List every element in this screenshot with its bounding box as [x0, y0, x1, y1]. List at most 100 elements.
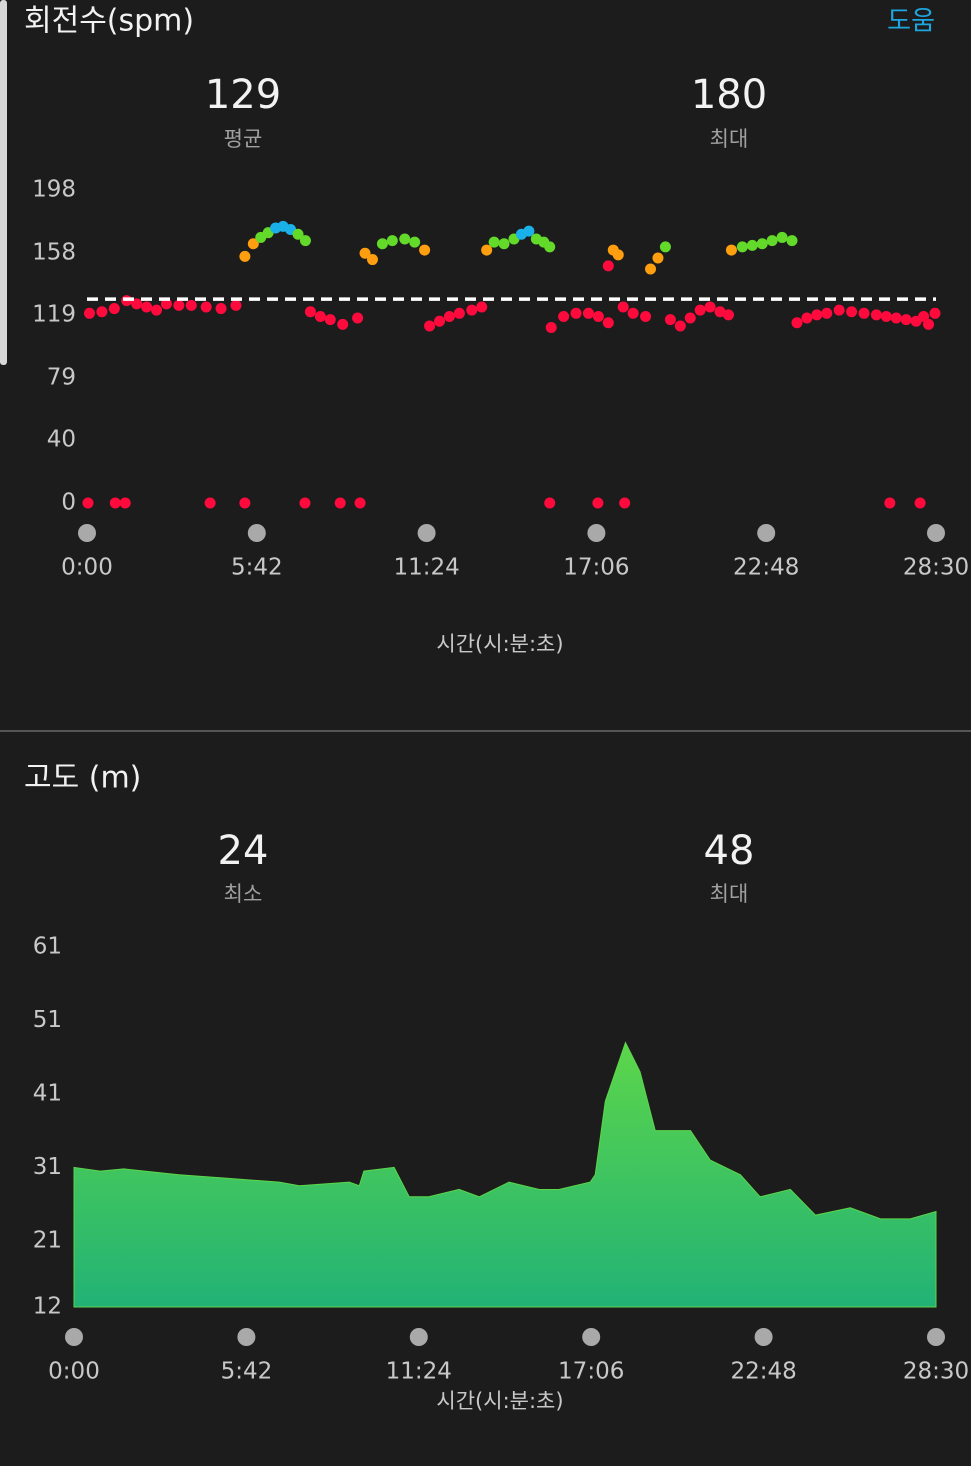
- cadence-point: [419, 244, 431, 256]
- cadence-point: [299, 235, 311, 247]
- x-tick-dot: [587, 524, 606, 542]
- cadence-point: [582, 307, 594, 319]
- altitude-area: [73, 1041, 937, 1308]
- cadence-point: [108, 303, 120, 315]
- cadence-point: [791, 317, 803, 329]
- x-tick-dot: [582, 1328, 601, 1346]
- x-tick-dot: [417, 524, 436, 542]
- cadence-point: [612, 249, 624, 261]
- cadence-point: [714, 306, 726, 318]
- cadence-point: [640, 310, 652, 322]
- cadence-point: [929, 307, 941, 319]
- y-tick-label: 21: [33, 1227, 62, 1253]
- x-axis-label: 시간(시:분:초): [436, 632, 563, 656]
- cadence-point: [304, 306, 316, 318]
- y-tick-label: 40: [47, 426, 76, 452]
- cadence-point: [558, 310, 570, 322]
- cadence-point: [736, 241, 748, 253]
- x-tick-dot: [78, 524, 96, 542]
- cadence-point: [545, 322, 557, 334]
- cadence-point: [299, 497, 311, 509]
- cadence-point: [488, 236, 500, 248]
- cadence-point: [914, 497, 926, 509]
- cadence-point: [337, 318, 349, 330]
- cadence-point: [786, 235, 798, 247]
- x-tick-label: 28:30: [903, 555, 969, 581]
- y-tick-label: 0: [61, 490, 76, 516]
- cadence-point: [424, 320, 436, 332]
- x-tick-label: 28:30: [903, 1359, 969, 1385]
- cadence-point: [544, 497, 556, 509]
- cadence-point: [119, 497, 131, 509]
- x-tick-label: 11:24: [393, 555, 459, 581]
- x-tick-label: 5:42: [221, 1359, 273, 1385]
- cadence-point: [592, 310, 604, 322]
- x-tick-dot: [927, 524, 945, 542]
- cadence-point: [230, 299, 242, 311]
- cadence-point: [570, 307, 582, 319]
- x-tick-label: 5:42: [231, 555, 283, 581]
- stat-value: 129: [205, 72, 281, 118]
- x-tick-dot: [409, 1328, 428, 1346]
- cadence-point: [725, 244, 737, 256]
- stat-label: 최대: [710, 127, 749, 151]
- cadence-point: [185, 299, 197, 311]
- cadence-point: [880, 310, 892, 322]
- cadence-point: [858, 307, 870, 319]
- y-tick-label: 61: [33, 934, 62, 960]
- x-tick-label: 17:06: [563, 555, 629, 581]
- cadence-point: [821, 307, 833, 319]
- stat-label: 평균: [224, 127, 263, 151]
- x-tick-label: 22:48: [730, 1359, 796, 1385]
- cadence-point: [200, 301, 212, 313]
- stat-value: 180: [691, 72, 767, 118]
- cadence-point: [544, 241, 556, 253]
- y-tick-label: 198: [32, 177, 76, 203]
- y-tick-label: 119: [32, 301, 76, 327]
- y-tick-label: 12: [33, 1294, 62, 1320]
- cadence-point: [617, 301, 629, 313]
- cadence-point: [141, 301, 153, 313]
- cadence-point: [674, 320, 686, 332]
- help-link[interactable]: 도움: [887, 7, 935, 37]
- cadence-point: [722, 309, 734, 321]
- cadence-point: [890, 312, 902, 324]
- chart-title: 회전수(spm): [24, 4, 194, 39]
- cadence-point: [215, 303, 227, 315]
- x-axis-label: 시간(시:분:초): [436, 1389, 563, 1413]
- cadence-point: [811, 309, 823, 321]
- cadence-point: [627, 307, 639, 319]
- cadence-point: [659, 241, 671, 253]
- cadence-point: [376, 238, 388, 250]
- x-tick-dot: [927, 1328, 945, 1346]
- x-tick-label: 11:24: [386, 1359, 452, 1385]
- x-tick-label: 17:06: [558, 1359, 624, 1385]
- y-tick-label: 158: [32, 240, 76, 266]
- cadence-point: [523, 225, 535, 237]
- x-tick-dot: [65, 1328, 83, 1346]
- cadence-point: [481, 244, 493, 256]
- cadence-point: [652, 252, 664, 264]
- x-tick-dot: [247, 524, 266, 542]
- cadence-point: [352, 312, 364, 324]
- stat-value: 48: [704, 828, 755, 874]
- cadence-point: [619, 497, 631, 509]
- cadence-point: [766, 235, 778, 247]
- cadence-point: [354, 497, 366, 509]
- cadence-point: [434, 315, 446, 327]
- cadence-point: [247, 238, 259, 250]
- y-tick-label: 79: [47, 365, 76, 391]
- cadence-point: [704, 301, 716, 313]
- cadence-point: [498, 238, 510, 250]
- cadence-point: [324, 314, 336, 326]
- cadence-point: [160, 298, 172, 310]
- cadence-point: [684, 312, 696, 324]
- x-tick-label: 0:00: [48, 1359, 100, 1385]
- cadence-point: [109, 497, 121, 509]
- y-tick-label: 41: [33, 1080, 62, 1106]
- cadence-point: [443, 310, 455, 322]
- cadence-point: [664, 314, 676, 326]
- x-tick-dot: [237, 1328, 256, 1346]
